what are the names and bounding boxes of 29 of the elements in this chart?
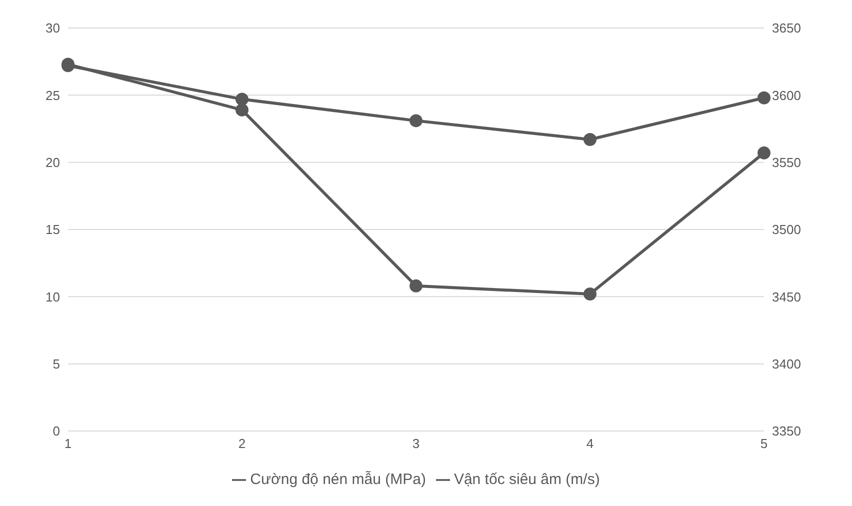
x-tick-label: 4: [586, 436, 594, 452]
point: [758, 146, 770, 160]
x-tick-label: 5: [760, 436, 768, 452]
y-tick-label: 5: [52, 356, 60, 372]
y-tick-label: 10: [46, 289, 60, 304]
point: [236, 103, 248, 116]
y2-tick-label: 3600: [772, 88, 801, 103]
y-tick-label: 25: [46, 88, 60, 103]
y-tick-label: 20: [46, 154, 60, 170]
point: [584, 287, 596, 300]
legend-label: Vận tốc siêu âm (m/s): [454, 471, 600, 488]
y2-tick-label: 3500: [772, 222, 801, 238]
x-tick-label: 1: [64, 436, 72, 452]
legend-label: Cường độ nén mẫu (MPa): [250, 471, 426, 488]
x-tick-label: 3: [412, 436, 420, 452]
y-tick-label: 0: [52, 424, 60, 439]
y2-tick-label: 3450: [772, 289, 801, 304]
point: [758, 91, 770, 104]
y-tick-label: 15: [46, 222, 60, 238]
y2-tick-label: 3350: [772, 424, 801, 439]
x-tick-label: 2: [238, 436, 246, 452]
y2-tick-label: 3550: [772, 154, 801, 170]
point: [584, 132, 596, 146]
point: [236, 92, 248, 106]
point: [410, 114, 422, 128]
point: [410, 279, 422, 292]
y2-tick-label: 3400: [772, 356, 801, 372]
y-tick-label: 30: [46, 20, 60, 36]
y2-tick-label: 3650: [772, 20, 801, 36]
